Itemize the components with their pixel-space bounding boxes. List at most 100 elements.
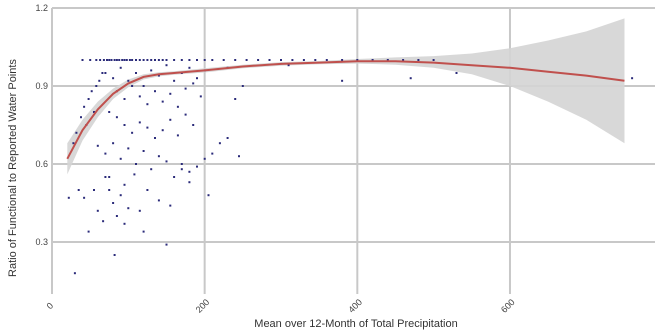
data-point bbox=[123, 222, 126, 225]
y-tick-label: 0.9 bbox=[35, 81, 48, 91]
data-point bbox=[146, 59, 149, 61]
data-point bbox=[80, 116, 82, 119]
data-point bbox=[89, 59, 92, 61]
data-point bbox=[99, 59, 102, 61]
data-point bbox=[115, 215, 118, 217]
data-point bbox=[184, 87, 187, 90]
data-point bbox=[341, 79, 344, 82]
data-point bbox=[146, 103, 149, 106]
data-point bbox=[180, 59, 183, 61]
data-point bbox=[203, 157, 206, 160]
data-point bbox=[241, 85, 244, 87]
data-point bbox=[291, 59, 294, 61]
data-point bbox=[73, 272, 76, 275]
data-point bbox=[96, 144, 99, 147]
data-point bbox=[169, 92, 172, 95]
data-point bbox=[234, 59, 237, 61]
data-point bbox=[108, 189, 111, 191]
data-point bbox=[138, 95, 141, 98]
data-point bbox=[196, 77, 198, 80]
data-point bbox=[154, 90, 156, 93]
data-point bbox=[115, 116, 118, 119]
data-point bbox=[108, 59, 111, 61]
data-point bbox=[108, 176, 111, 178]
confidence-band-layer bbox=[67, 18, 625, 175]
data-point bbox=[113, 254, 116, 256]
y-tick-labels: 0.3 0.6 0.9 1.2 bbox=[35, 3, 48, 247]
data-point bbox=[196, 165, 198, 168]
data-point bbox=[154, 137, 156, 139]
smooth-line bbox=[66, 60, 625, 160]
data-point bbox=[127, 79, 130, 82]
data-point bbox=[142, 230, 145, 233]
data-point bbox=[95, 85, 98, 87]
x-tick-labels: 0 200 400 600 bbox=[45, 297, 517, 315]
data-point bbox=[257, 59, 260, 61]
data-point bbox=[112, 142, 115, 145]
data-point bbox=[157, 155, 160, 158]
data-point bbox=[455, 72, 458, 74]
data-point bbox=[138, 209, 141, 212]
data-point bbox=[325, 59, 328, 61]
data-point bbox=[199, 95, 202, 98]
data-point bbox=[123, 183, 126, 186]
data-point bbox=[173, 176, 176, 178]
data-point bbox=[211, 152, 214, 155]
data-point bbox=[280, 59, 282, 61]
data-point bbox=[77, 189, 80, 191]
data-point bbox=[150, 168, 153, 171]
data-point bbox=[87, 98, 90, 100]
data-point bbox=[102, 59, 105, 61]
data-point bbox=[238, 155, 240, 158]
data-point bbox=[112, 202, 115, 204]
data-point bbox=[165, 64, 168, 67]
data-point bbox=[196, 59, 198, 61]
data-point bbox=[222, 59, 225, 61]
data-point bbox=[146, 189, 149, 191]
data-point bbox=[180, 163, 183, 165]
data-point bbox=[417, 59, 420, 61]
data-point bbox=[341, 59, 344, 61]
data-point bbox=[135, 59, 137, 61]
data-point bbox=[161, 59, 164, 61]
data-point bbox=[90, 90, 93, 93]
x-axis-title: Mean over 12-Month of Total Precipitatio… bbox=[254, 318, 457, 330]
data-point bbox=[101, 72, 104, 74]
data-point bbox=[125, 59, 128, 61]
data-point bbox=[119, 194, 122, 197]
data-point bbox=[96, 209, 99, 212]
data-point bbox=[173, 59, 176, 61]
grid bbox=[51, 7, 655, 294]
data-point bbox=[127, 207, 130, 210]
data-point bbox=[106, 59, 108, 61]
data-point bbox=[104, 176, 107, 178]
data-point bbox=[72, 142, 75, 145]
data-point bbox=[203, 59, 206, 61]
data-point bbox=[131, 85, 134, 87]
data-point bbox=[268, 59, 271, 61]
data-point bbox=[98, 79, 101, 82]
data-point bbox=[67, 196, 70, 199]
data-point bbox=[432, 59, 435, 61]
data-point bbox=[188, 181, 191, 184]
x-tick-label: 0 bbox=[45, 301, 56, 312]
data-point bbox=[218, 142, 221, 145]
x-tick-label: 400 bbox=[346, 297, 364, 315]
data-point bbox=[87, 230, 90, 233]
data-point bbox=[409, 77, 412, 80]
data-point bbox=[157, 74, 160, 77]
data-point bbox=[83, 105, 86, 108]
data-point bbox=[192, 124, 195, 126]
data-point bbox=[135, 72, 137, 74]
smooth-line-layer bbox=[66, 60, 625, 160]
data-point bbox=[133, 173, 136, 176]
confidence-band bbox=[67, 18, 625, 175]
data-point bbox=[118, 59, 121, 61]
data-point bbox=[302, 59, 305, 61]
data-point bbox=[157, 59, 160, 61]
data-point bbox=[123, 98, 126, 100]
data-point bbox=[226, 137, 229, 139]
data-point bbox=[138, 121, 141, 124]
data-point bbox=[173, 79, 176, 82]
data-point bbox=[104, 72, 107, 74]
